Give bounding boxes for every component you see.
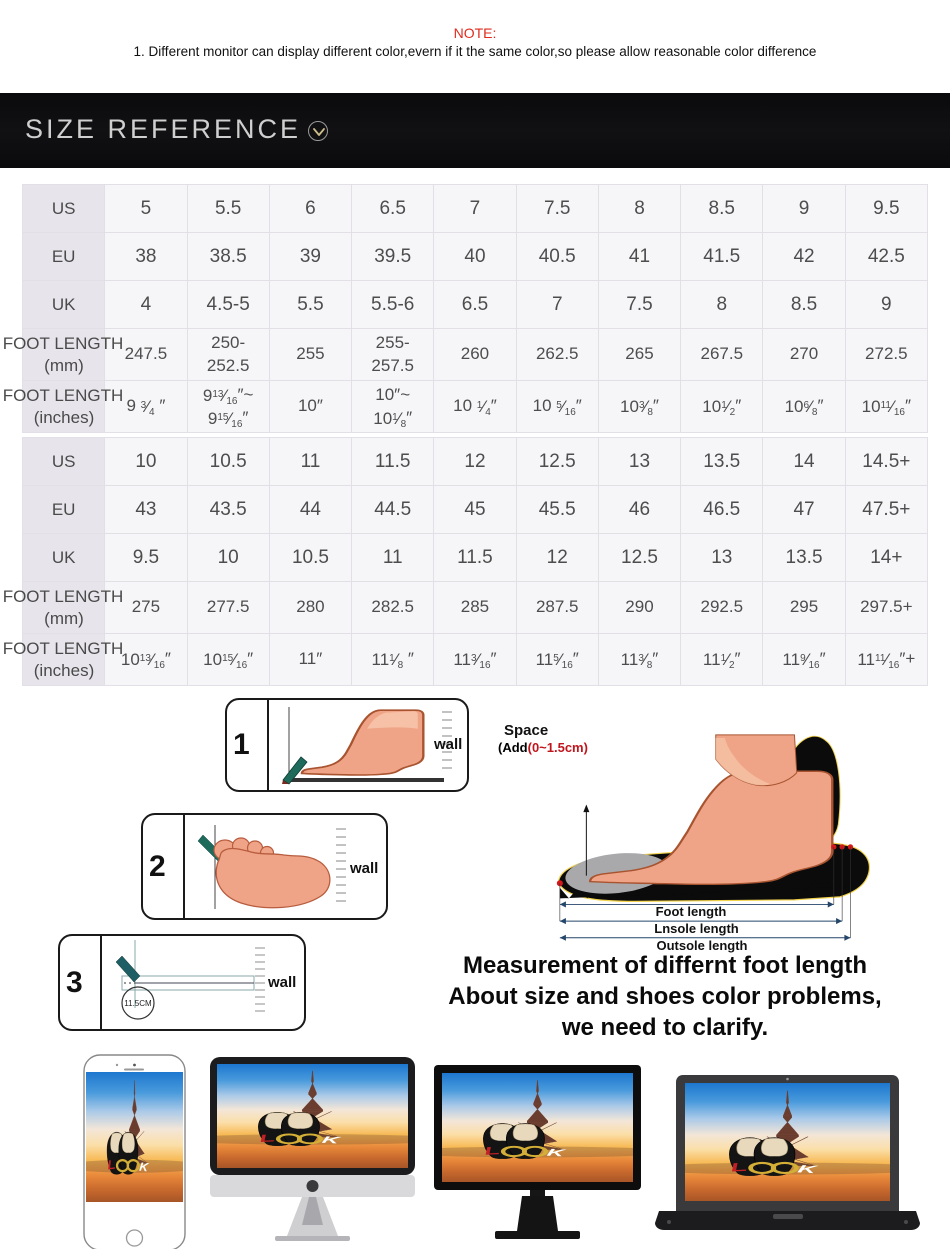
svg-text:11.5CM: 11.5CM: [124, 999, 152, 1008]
